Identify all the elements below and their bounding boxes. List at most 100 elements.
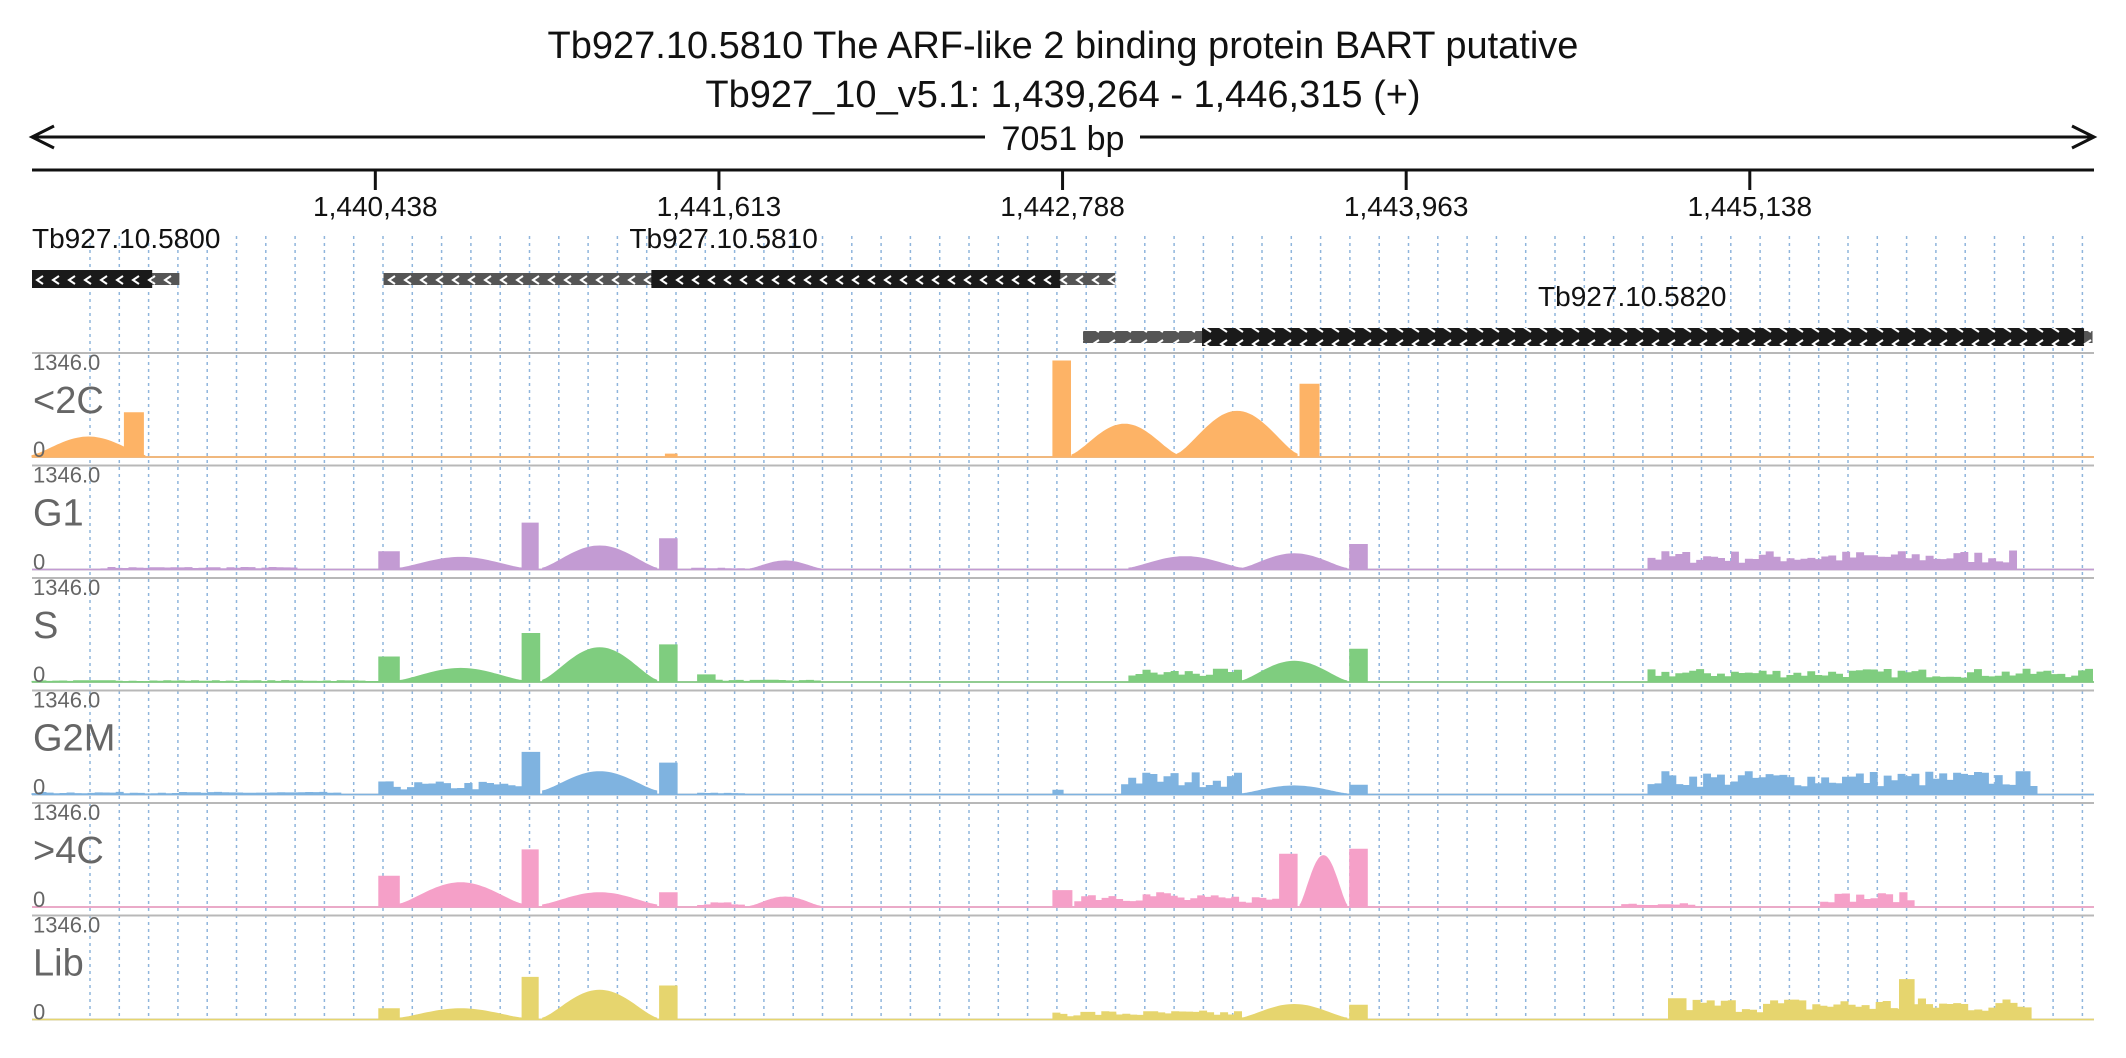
coverage-area: [1349, 544, 1368, 570]
track-3: 1346.0 S 0: [31, 575, 2094, 687]
coverage-area: [697, 902, 745, 908]
coverage-area: [1647, 771, 2038, 795]
coverage-area: [697, 674, 716, 683]
track-ymin-label: 0: [33, 775, 45, 800]
coverage-area: [521, 751, 541, 795]
coverage-area: [521, 976, 539, 1020]
ruler-tick-label: 1,442,788: [1000, 191, 1125, 222]
figure-title: Tb927.10.5810 The ARF-like 2 binding pro…: [548, 25, 1579, 67]
coverage-area: [1299, 855, 1348, 908]
coverage-area: [1279, 853, 1298, 908]
coverage-area: [542, 545, 658, 570]
coverage-area: [1241, 660, 1348, 683]
coverage-area: [1621, 903, 1696, 908]
track-ymin-label: 0: [33, 887, 45, 912]
coverage-area: [659, 985, 678, 1020]
coverage-area: [1176, 410, 1298, 458]
coverage-area: [1176, 895, 1281, 908]
coverage-area: [378, 1008, 400, 1020]
coverage-tracks: 1346.0<2C01346.0G101346.0S01346.0G2M0134…: [31, 350, 2094, 1025]
coverage-area: [1121, 772, 1242, 795]
coverage-area: [398, 1008, 523, 1020]
span-label: 7051 bp: [1002, 120, 1125, 158]
coverage-area: [1349, 784, 1368, 795]
coverage-area: [1052, 1010, 1242, 1020]
coverage-area: [1241, 785, 1348, 795]
track-4: 1346.0 G2M 0: [31, 688, 2094, 800]
coverage-area: [1647, 668, 2093, 683]
track-ymax-label: 1346.0: [33, 463, 100, 488]
coverage-area: [521, 522, 539, 570]
track-ymin-label: 0: [33, 662, 45, 687]
coverage-area: [1128, 668, 1242, 683]
coverage-area: [1349, 848, 1368, 908]
track-name-label: <2C: [33, 380, 104, 422]
coverage-area: [659, 644, 678, 683]
coverage-area: [398, 882, 523, 908]
coverage-area: [1299, 383, 1320, 458]
track-name-label: S: [33, 605, 58, 647]
coverage-area: [659, 538, 678, 570]
coverage-area: [398, 556, 523, 570]
track-name-label: G2M: [33, 718, 115, 760]
track-ymin-label: 0: [33, 1000, 45, 1025]
track-ymax-label: 1346.0: [33, 575, 100, 600]
coverage-area: [1241, 553, 1348, 570]
track-ymin-label: 0: [33, 437, 45, 462]
coverage-area: [1647, 550, 2017, 570]
track-ymax-label: 1346.0: [33, 688, 100, 713]
coverage-area: [1128, 556, 1242, 570]
coverage-area: [542, 771, 658, 795]
coverage-area: [1685, 998, 2032, 1020]
track-ymin-label: 0: [33, 550, 45, 575]
coverage-area: [398, 667, 523, 683]
gene-label: Tb927.10.5800: [32, 223, 220, 254]
coverage-area: [749, 896, 821, 908]
coverage-area: [542, 989, 658, 1020]
gene-strand-arrows: [1202, 328, 2085, 346]
coverage-area: [1820, 892, 1915, 908]
track-1: 1346.0 <2C 0: [31, 350, 2094, 462]
track-name-label: >4C: [33, 830, 104, 872]
coverage-area: [1071, 423, 1178, 458]
gene-strand-arrows: [651, 270, 1061, 288]
gene-strand-arrows: [32, 270, 153, 288]
coverage-area: [1899, 979, 1915, 1020]
coverage-area: [1074, 892, 1178, 908]
track-ymax-label: 1346.0: [33, 350, 100, 375]
coverage-area: [1052, 890, 1073, 908]
track-2: 1346.0 G1 0: [32, 463, 2094, 575]
coverage-area: [659, 762, 678, 795]
track-ymax-label: 1346.0: [33, 913, 100, 938]
coverage-area: [659, 892, 678, 908]
ruler-tick-label: 1,443,963: [1344, 191, 1469, 222]
coverage-area: [521, 633, 541, 683]
coverage-area: [1052, 360, 1071, 458]
track-name-label: G1: [33, 493, 84, 535]
coverage-area: [542, 647, 658, 683]
ruler-tick-label: 1,445,138: [1688, 191, 1813, 222]
figure-subtitle: Tb927_10_v5.1: 1,439,264 - 1,446,315 (+): [705, 74, 1420, 116]
coverage-area: [123, 412, 144, 458]
ruler-tick-label: 1,441,613: [657, 191, 782, 222]
coverage-area: [521, 849, 539, 908]
ruler-ticks: 1,440,438 1,441,613 1,442,788 1,443,963 1,44…: [313, 170, 1812, 222]
coverage-area: [378, 656, 400, 683]
ruler-tick-label: 1,440,438: [313, 191, 438, 222]
coverage-area: [1668, 998, 1687, 1020]
coverage-area: [749, 560, 821, 570]
gene-label: Tb927.10.5820: [1538, 281, 1726, 312]
coverage-area: [542, 892, 658, 908]
coverage-area: [378, 551, 400, 570]
gene-annotation-track: Tb927.10.5800 Tb927.10.5810 Tb927.10.5820: [32, 223, 2093, 346]
coverage-area: [1349, 648, 1368, 683]
coverage-area: [1349, 1004, 1368, 1020]
track-name-label: Lib: [33, 943, 84, 985]
track-5: 1346.0 >4C 0: [32, 800, 2094, 912]
coverage-area: [378, 781, 523, 795]
track-ymax-label: 1346.0: [33, 800, 100, 825]
coverage-area: [1241, 1003, 1348, 1020]
span-arrow: [28, 124, 2098, 150]
coverage-area: [378, 875, 400, 908]
